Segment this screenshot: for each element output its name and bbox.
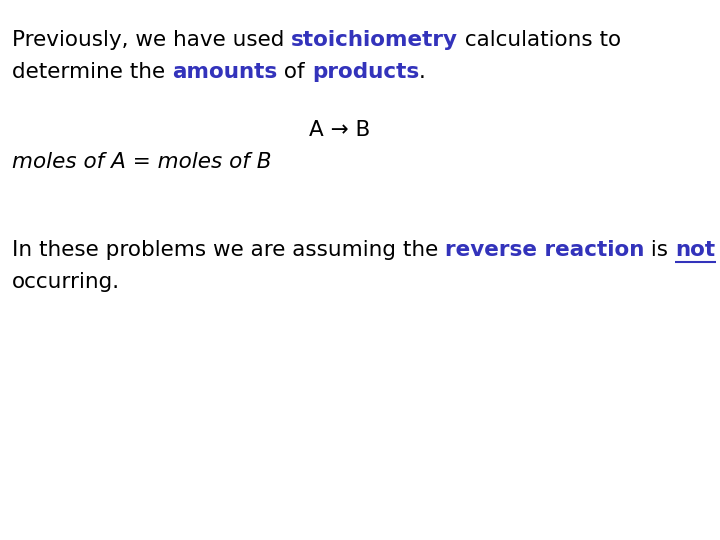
Text: .: . bbox=[419, 62, 426, 82]
Text: amounts: amounts bbox=[172, 62, 277, 82]
Text: determine the: determine the bbox=[12, 62, 172, 82]
Text: not: not bbox=[675, 240, 716, 260]
Text: A → B: A → B bbox=[310, 120, 371, 140]
Text: stoichiometry: stoichiometry bbox=[292, 30, 458, 50]
Text: moles of A = moles of B: moles of A = moles of B bbox=[12, 152, 271, 172]
Text: Previously, we have used: Previously, we have used bbox=[12, 30, 292, 50]
Text: reverse reaction: reverse reaction bbox=[445, 240, 644, 260]
Text: products: products bbox=[312, 62, 419, 82]
Text: is: is bbox=[644, 240, 675, 260]
Text: occurring.: occurring. bbox=[12, 272, 120, 292]
Text: In these problems we are assuming the: In these problems we are assuming the bbox=[12, 240, 445, 260]
Text: of: of bbox=[277, 62, 312, 82]
Text: calculations to: calculations to bbox=[458, 30, 621, 50]
